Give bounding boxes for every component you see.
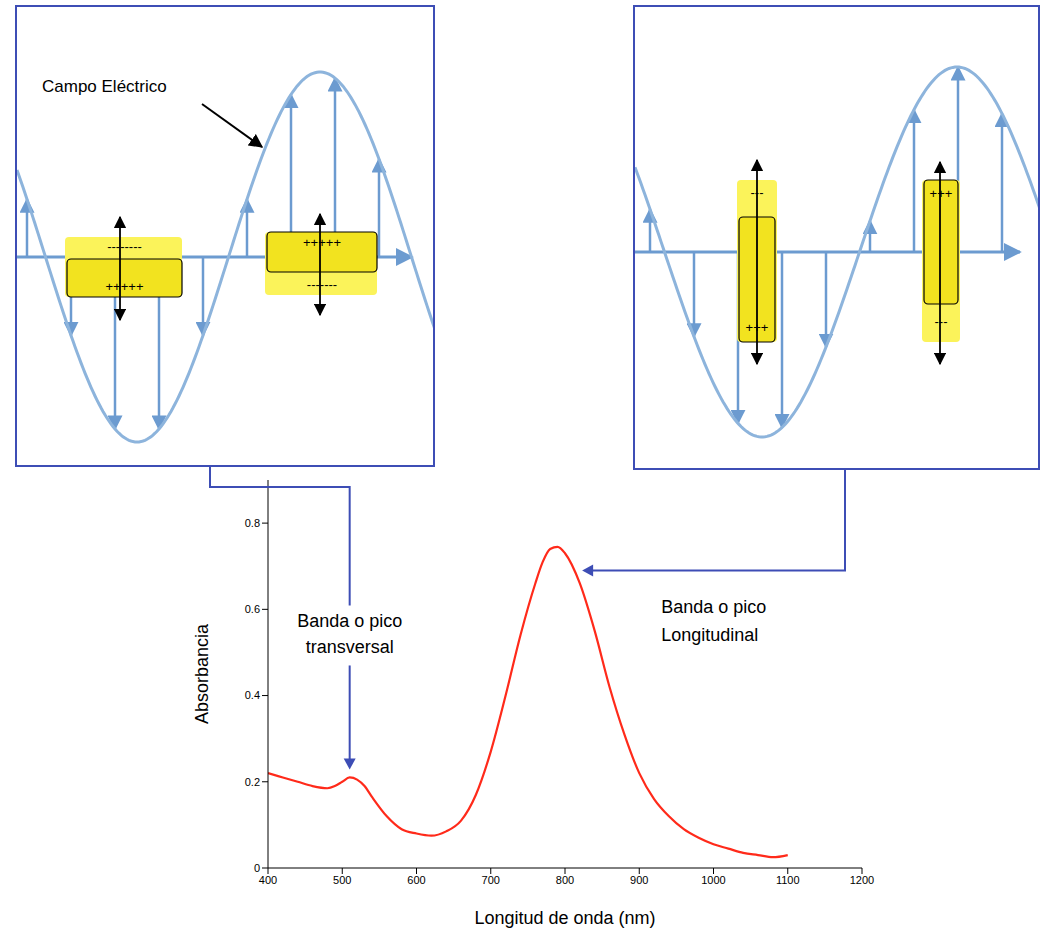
svg-text:--------: -------- <box>107 239 142 254</box>
svg-text:Banda o pico: Banda o pico <box>297 611 402 631</box>
svg-text:+++: +++ <box>746 320 769 335</box>
svg-text:1100: 1100 <box>776 874 800 886</box>
svg-text:1000: 1000 <box>701 874 725 886</box>
svg-text:-------: ------- <box>307 277 337 292</box>
svg-text:transversal: transversal <box>306 637 394 657</box>
svg-text:---: --- <box>935 314 948 329</box>
svg-text:Absorbancia: Absorbancia <box>192 623 212 724</box>
svg-text:Campo Eléctrico: Campo Eléctrico <box>42 77 167 96</box>
svg-text:0: 0 <box>254 862 260 874</box>
svg-text:0.2: 0.2 <box>245 776 260 788</box>
svg-text:600: 600 <box>407 874 425 886</box>
svg-text:+++: +++ <box>930 186 953 201</box>
svg-text:500: 500 <box>333 874 351 886</box>
svg-text:1200: 1200 <box>850 874 874 886</box>
svg-text:800: 800 <box>556 874 574 886</box>
svg-text:+++++: +++++ <box>106 279 144 294</box>
svg-text:Longitudinal: Longitudinal <box>661 625 758 645</box>
svg-text:0.6: 0.6 <box>245 603 260 615</box>
svg-text:---: --- <box>751 185 764 200</box>
svg-text:0.4: 0.4 <box>245 689 260 701</box>
svg-text:700: 700 <box>482 874 500 886</box>
svg-text:900: 900 <box>630 874 648 886</box>
svg-text:Banda o pico: Banda o pico <box>661 597 766 617</box>
svg-text:+++++: +++++ <box>303 235 341 250</box>
svg-text:0.8: 0.8 <box>245 517 260 529</box>
svg-text:400: 400 <box>259 874 277 886</box>
svg-text:Longitud de onda (nm): Longitud de onda (nm) <box>474 908 655 928</box>
